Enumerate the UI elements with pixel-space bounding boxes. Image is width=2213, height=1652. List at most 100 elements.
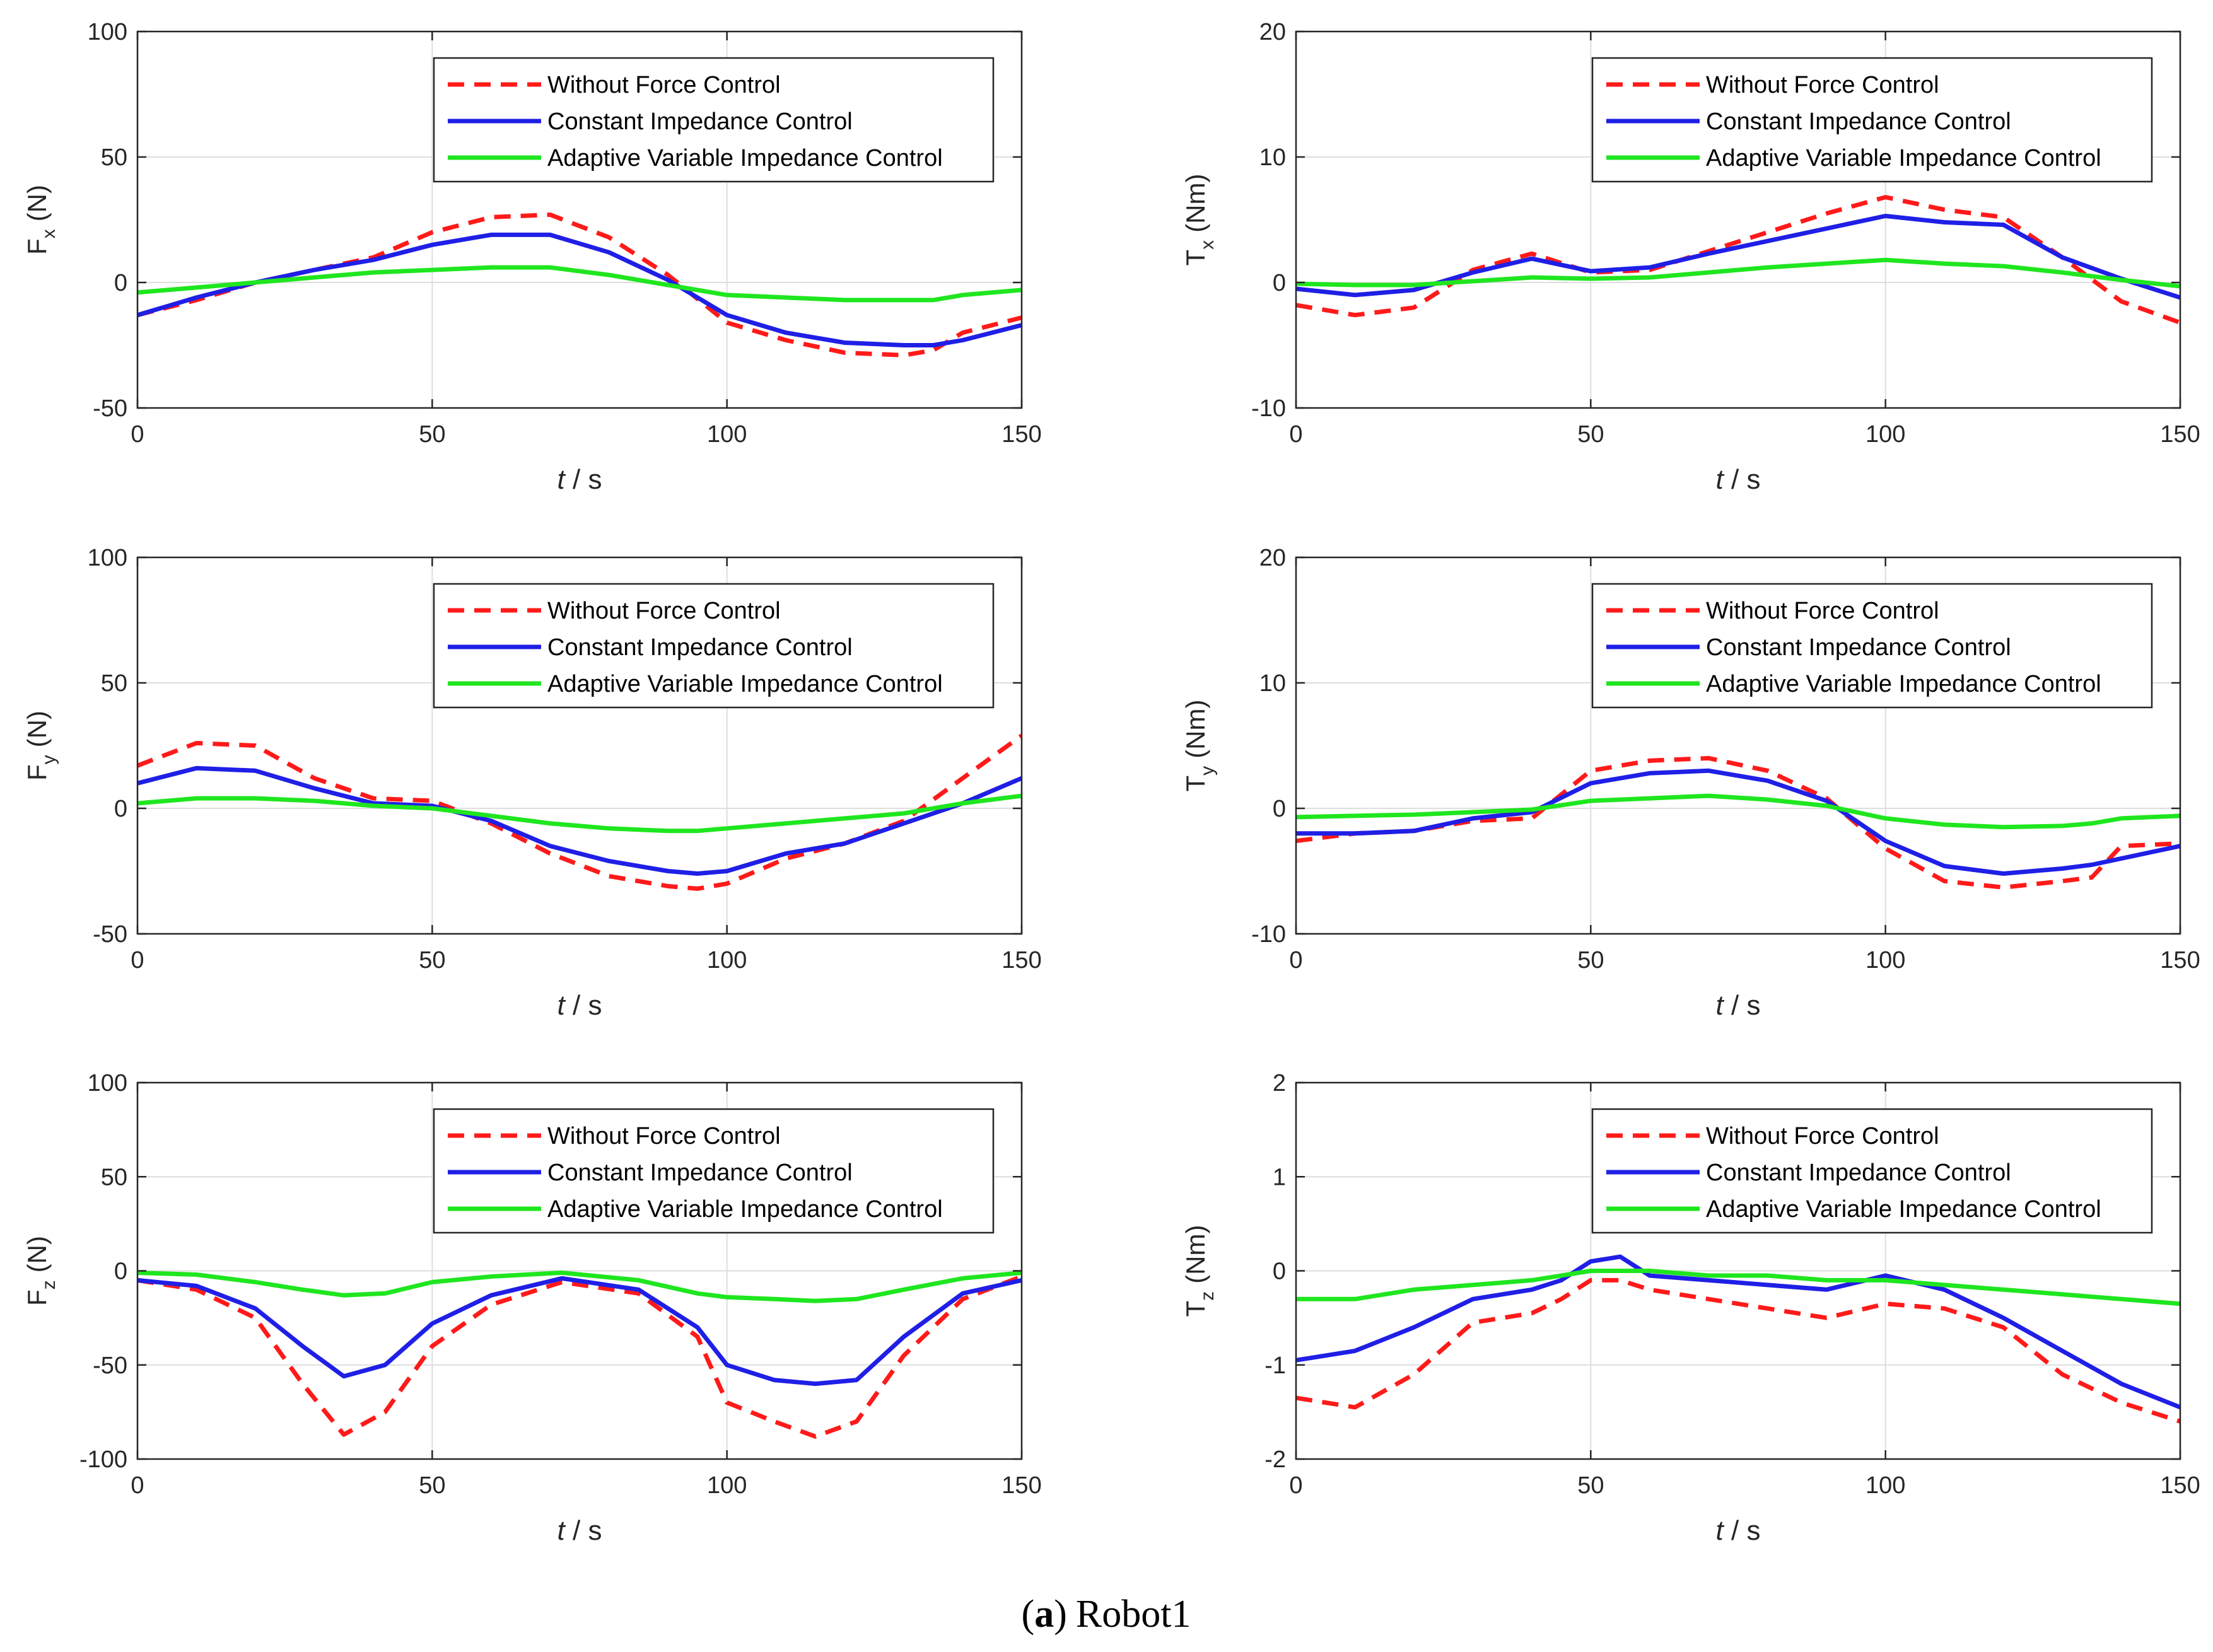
- x-tick-label: 150: [2160, 1472, 2200, 1499]
- y-tick-label: 10: [1259, 144, 1286, 171]
- y-tick-label: -2: [1264, 1446, 1286, 1473]
- x-tick-label: 100: [707, 947, 747, 974]
- legend-label-2: Constant Impedance Control: [547, 634, 853, 661]
- x-axis-label-var: t: [1716, 990, 1725, 1021]
- x-axis-label-unit: s: [588, 1515, 602, 1546]
- x-tick-label: 100: [1866, 421, 1905, 448]
- axes-box: [136, 30, 1023, 409]
- legend-label-1: Without Force Control: [1706, 1123, 1939, 1149]
- y-tick-label: 100: [88, 1070, 127, 1096]
- y-axis-label-unit: (Nm): [1181, 1225, 1210, 1284]
- x-tick-label: 100: [1866, 1472, 1905, 1499]
- x-tick-label: 50: [419, 421, 445, 448]
- series-group: [137, 212, 1022, 358]
- y-tick-label: -10: [1251, 921, 1286, 948]
- y-axis-label-main: F: [22, 764, 52, 781]
- legend: Without Force Control Constant Impedance …: [1591, 1108, 2153, 1234]
- x-tick-label: 100: [707, 1472, 747, 1499]
- y-axis-label-unit: (N): [22, 711, 52, 747]
- y-tick-label: 0: [114, 1259, 127, 1285]
- x-tick-label: 150: [2160, 421, 2200, 448]
- y-axis-label-unit: (N): [22, 185, 52, 221]
- y-tick-label: -1: [1264, 1352, 1286, 1379]
- axes-box: [1295, 30, 2181, 409]
- y-axis-label-sub: z: [38, 1280, 59, 1289]
- x-tick-label: 50: [1577, 1472, 1604, 1499]
- legend: Without Force Control Constant Impedance …: [1591, 583, 2153, 709]
- y-axis-label: Tz (Nm): [1181, 1225, 1218, 1317]
- series-group: [1296, 755, 2180, 890]
- x-axis-label-sep: /: [565, 1515, 588, 1546]
- x-tick-label: 150: [1001, 947, 1041, 974]
- series-group: [137, 733, 1022, 891]
- legend-label-2: Constant Impedance Control: [1706, 634, 2011, 661]
- legend-label-2: Constant Impedance Control: [547, 108, 853, 135]
- x-axis-label-var: t: [558, 464, 566, 495]
- x-axis-label: t / s: [1716, 1515, 1761, 1546]
- caption-close-paren: ): [1054, 1593, 1067, 1636]
- y-tick-label: 0: [1273, 1259, 1286, 1285]
- y-tick-label: -10: [1251, 395, 1286, 422]
- y-tick-label: -50: [93, 921, 127, 948]
- series-line-3: [137, 793, 1022, 834]
- legend: Without Force Control Constant Impedance …: [433, 583, 995, 709]
- y-tick-label: 50: [101, 1164, 127, 1190]
- legend-label-1: Without Force Control: [1706, 72, 1939, 98]
- series-line-3: [1296, 257, 2180, 289]
- y-tick-label: -50: [93, 1352, 127, 1379]
- series-line-1: [137, 1274, 1022, 1439]
- y-tick-label: 50: [101, 144, 127, 171]
- chart-fz: 0 50 100 150 -100 -50 0 50 100 Fz (N) t / s Without …: [22, 1070, 1042, 1546]
- y-axis-label-sub: y: [38, 755, 59, 764]
- legend-label-2: Constant Impedance Control: [1706, 108, 2011, 135]
- legend-label-3: Adaptive Variable Impedance Control: [547, 1196, 943, 1223]
- x-axis-label: t / s: [558, 1515, 602, 1546]
- y-tick-label: -100: [79, 1446, 127, 1473]
- series-line-3: [1296, 793, 2180, 830]
- x-axis-label-var: t: [1716, 1515, 1725, 1546]
- series-line-1: [1296, 755, 2180, 890]
- y-axis-label: Fz (N): [22, 1236, 59, 1306]
- y-tick-label: 20: [1259, 19, 1286, 45]
- x-tick-label: 0: [1289, 421, 1302, 448]
- series-line-1: [137, 733, 1022, 891]
- x-tick-label: 150: [1001, 421, 1041, 448]
- x-tick-label: 100: [1866, 947, 1905, 974]
- y-axis-label: Tx (Nm): [1181, 174, 1218, 266]
- x-axis-label-unit: s: [1746, 1515, 1760, 1546]
- x-axis-label-unit: s: [588, 990, 602, 1021]
- y-axis-label-unit: (N): [22, 1236, 52, 1272]
- legend-label-3: Adaptive Variable Impedance Control: [1706, 671, 2101, 697]
- x-axis-label-sep: /: [565, 990, 588, 1021]
- legend-label-2: Constant Impedance Control: [1706, 1160, 2011, 1186]
- y-tick-label: 0: [114, 270, 127, 296]
- x-axis-label: t / s: [1716, 464, 1761, 495]
- legend-label-1: Without Force Control: [547, 1123, 781, 1149]
- caption-text: Robot1: [1076, 1593, 1191, 1636]
- series-line-2: [137, 232, 1022, 347]
- legend-label-3: Adaptive Variable Impedance Control: [1706, 145, 2101, 172]
- y-tick-label: 20: [1259, 545, 1286, 571]
- y-axis-label-main: T: [1181, 1301, 1210, 1317]
- x-tick-label: 0: [131, 421, 144, 448]
- x-axis-label-sep: /: [1724, 990, 1747, 1021]
- y-axis-label-main: F: [22, 1289, 52, 1306]
- x-tick-label: 100: [707, 421, 747, 448]
- x-axis-label-var: t: [1716, 464, 1725, 495]
- x-axis-label: t / s: [558, 990, 602, 1021]
- y-axis-label: Fy (N): [22, 711, 59, 781]
- y-tick-label: -50: [93, 395, 127, 422]
- figure-caption: (a) Robot1: [1022, 1593, 1191, 1636]
- series-line-2: [1296, 1254, 2180, 1410]
- series-line-2: [137, 765, 1022, 876]
- y-tick-label: 50: [101, 670, 127, 697]
- y-tick-label: 0: [1273, 796, 1286, 822]
- legend: Without Force Control Constant Impedance …: [1591, 57, 2153, 183]
- x-axis-label-var: t: [558, 990, 566, 1021]
- x-axis-label-sep: /: [565, 464, 588, 495]
- x-axis-label-sep: /: [1724, 464, 1747, 495]
- x-tick-label: 150: [2160, 947, 2200, 974]
